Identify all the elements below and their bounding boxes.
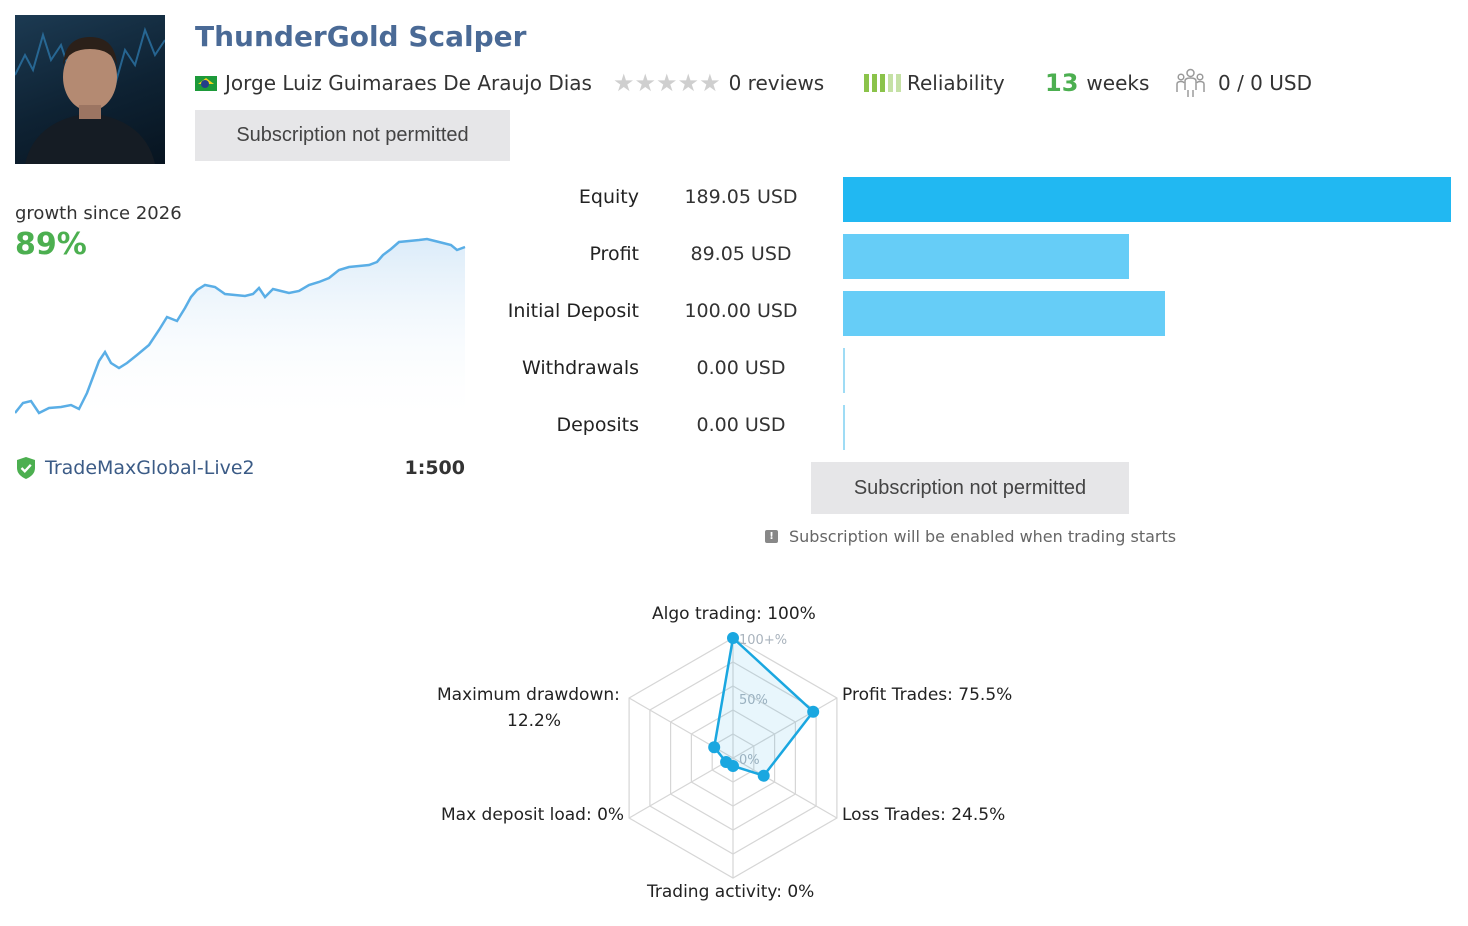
stat-bar-equity bbox=[843, 177, 1451, 222]
subscribe-button-top[interactable]: Subscription not permitted bbox=[195, 110, 510, 161]
stat-value-equity: 189.05 USD bbox=[684, 186, 798, 208]
growth-value: 89% bbox=[15, 227, 87, 262]
weeks-label: weeks bbox=[1086, 71, 1150, 95]
broker-name[interactable]: TradeMaxGlobal-Live2 bbox=[45, 457, 255, 479]
radar-label-max-drawdown: Maximum drawdown: bbox=[437, 685, 620, 705]
stat-bar-initial-deposit bbox=[843, 291, 1165, 336]
stat-value-initial-deposit: 100.00 USD bbox=[684, 300, 798, 322]
radar-axis-line bbox=[732, 757, 838, 819]
stat-bar-profit bbox=[843, 234, 1129, 279]
brazil-flag-icon bbox=[195, 75, 217, 91]
weeks-value: 13 bbox=[1045, 69, 1079, 97]
stat-label-deposits: Deposits bbox=[556, 414, 639, 436]
radar-axis-line bbox=[732, 697, 838, 759]
radar-point[interactable] bbox=[708, 741, 721, 754]
stat-label-withdrawals: Withdrawals bbox=[521, 357, 639, 379]
growth-chart[interactable] bbox=[15, 225, 467, 425]
growth-label: growth since 2026 bbox=[15, 203, 182, 224]
radar-label-loss-trades: Loss Trades: 24.5% bbox=[842, 805, 1006, 825]
author-row: Jorge Luiz Guimaraes De Araujo Dias bbox=[195, 66, 592, 100]
stat-label-profit: Profit bbox=[589, 243, 639, 265]
radar-series-area bbox=[712, 635, 815, 778]
subscribe-button-main[interactable]: Subscription not permitted bbox=[811, 462, 1129, 514]
author-avatar[interactable] bbox=[15, 15, 165, 164]
radar-scale-label: 100+% bbox=[739, 633, 787, 648]
subscribers-value: 0 / 0 USD bbox=[1218, 71, 1312, 95]
subscription-note-text: Subscription will be enabled when tradin… bbox=[789, 527, 1177, 546]
subscribers-icon bbox=[1176, 68, 1205, 97]
radar-label-profit-trades: Profit Trades: 75.5% bbox=[842, 685, 1013, 705]
radar-point[interactable] bbox=[757, 769, 770, 782]
growth-area bbox=[15, 239, 465, 425]
radar-point[interactable] bbox=[727, 632, 739, 644]
stat-value-deposits: 0.00 USD bbox=[696, 414, 786, 436]
radar-chart[interactable]: 100+% 50% 0% bbox=[420, 595, 1040, 915]
stat-bar-deposits bbox=[843, 405, 845, 450]
radar-point[interactable] bbox=[720, 756, 733, 768]
radar-label-max-drawdown-value: 12.2% bbox=[507, 711, 562, 731]
verified-shield-icon bbox=[17, 457, 35, 479]
radar-point[interactable] bbox=[807, 705, 820, 718]
radar-scale-label: 0% bbox=[739, 753, 760, 768]
info-icon: ! bbox=[765, 530, 778, 543]
radar-axis-line bbox=[628, 757, 734, 819]
stat-bar-withdrawals bbox=[843, 348, 845, 393]
stat-value-profit: 89.05 USD bbox=[690, 243, 792, 265]
rating-stars-icon: ★★★★★ bbox=[613, 69, 721, 97]
stat-value-withdrawals: 0.00 USD bbox=[696, 357, 786, 379]
radar-scale-label: 50% bbox=[739, 693, 768, 708]
subscription-note: ! Subscription will be enabled when trad… bbox=[765, 527, 1176, 546]
subscribers-row: 0 / 0 USD bbox=[1175, 66, 1312, 100]
growth-line bbox=[15, 237, 466, 415]
leverage-value: 1:500 bbox=[404, 457, 465, 479]
author-name[interactable]: Jorge Luiz Guimaraes De Araujo Dias bbox=[225, 71, 592, 95]
radar-label-algo-trading: Algo trading: 100% bbox=[652, 604, 816, 624]
reviews-count[interactable]: 0 reviews bbox=[728, 71, 825, 95]
reliability-row: Reliability bbox=[864, 66, 1005, 100]
broker-row[interactable]: TradeMaxGlobal-Live2 bbox=[15, 456, 255, 480]
stat-label-initial-deposit: Initial Deposit bbox=[507, 300, 639, 322]
radar-label-trading-activity: Trading activity: 0% bbox=[647, 882, 815, 902]
reviews-row[interactable]: ★★★★★ 0 reviews bbox=[613, 66, 824, 100]
signal-title[interactable]: ThunderGold Scalper bbox=[195, 20, 527, 53]
radar-label-max-deposit-load: Max deposit load: 0% bbox=[441, 805, 625, 825]
weeks-row: 13 weeks bbox=[1045, 66, 1149, 100]
reliability-label: Reliability bbox=[907, 71, 1005, 95]
stat-label-equity: Equity bbox=[578, 186, 639, 208]
reliability-bars-icon bbox=[864, 74, 901, 92]
